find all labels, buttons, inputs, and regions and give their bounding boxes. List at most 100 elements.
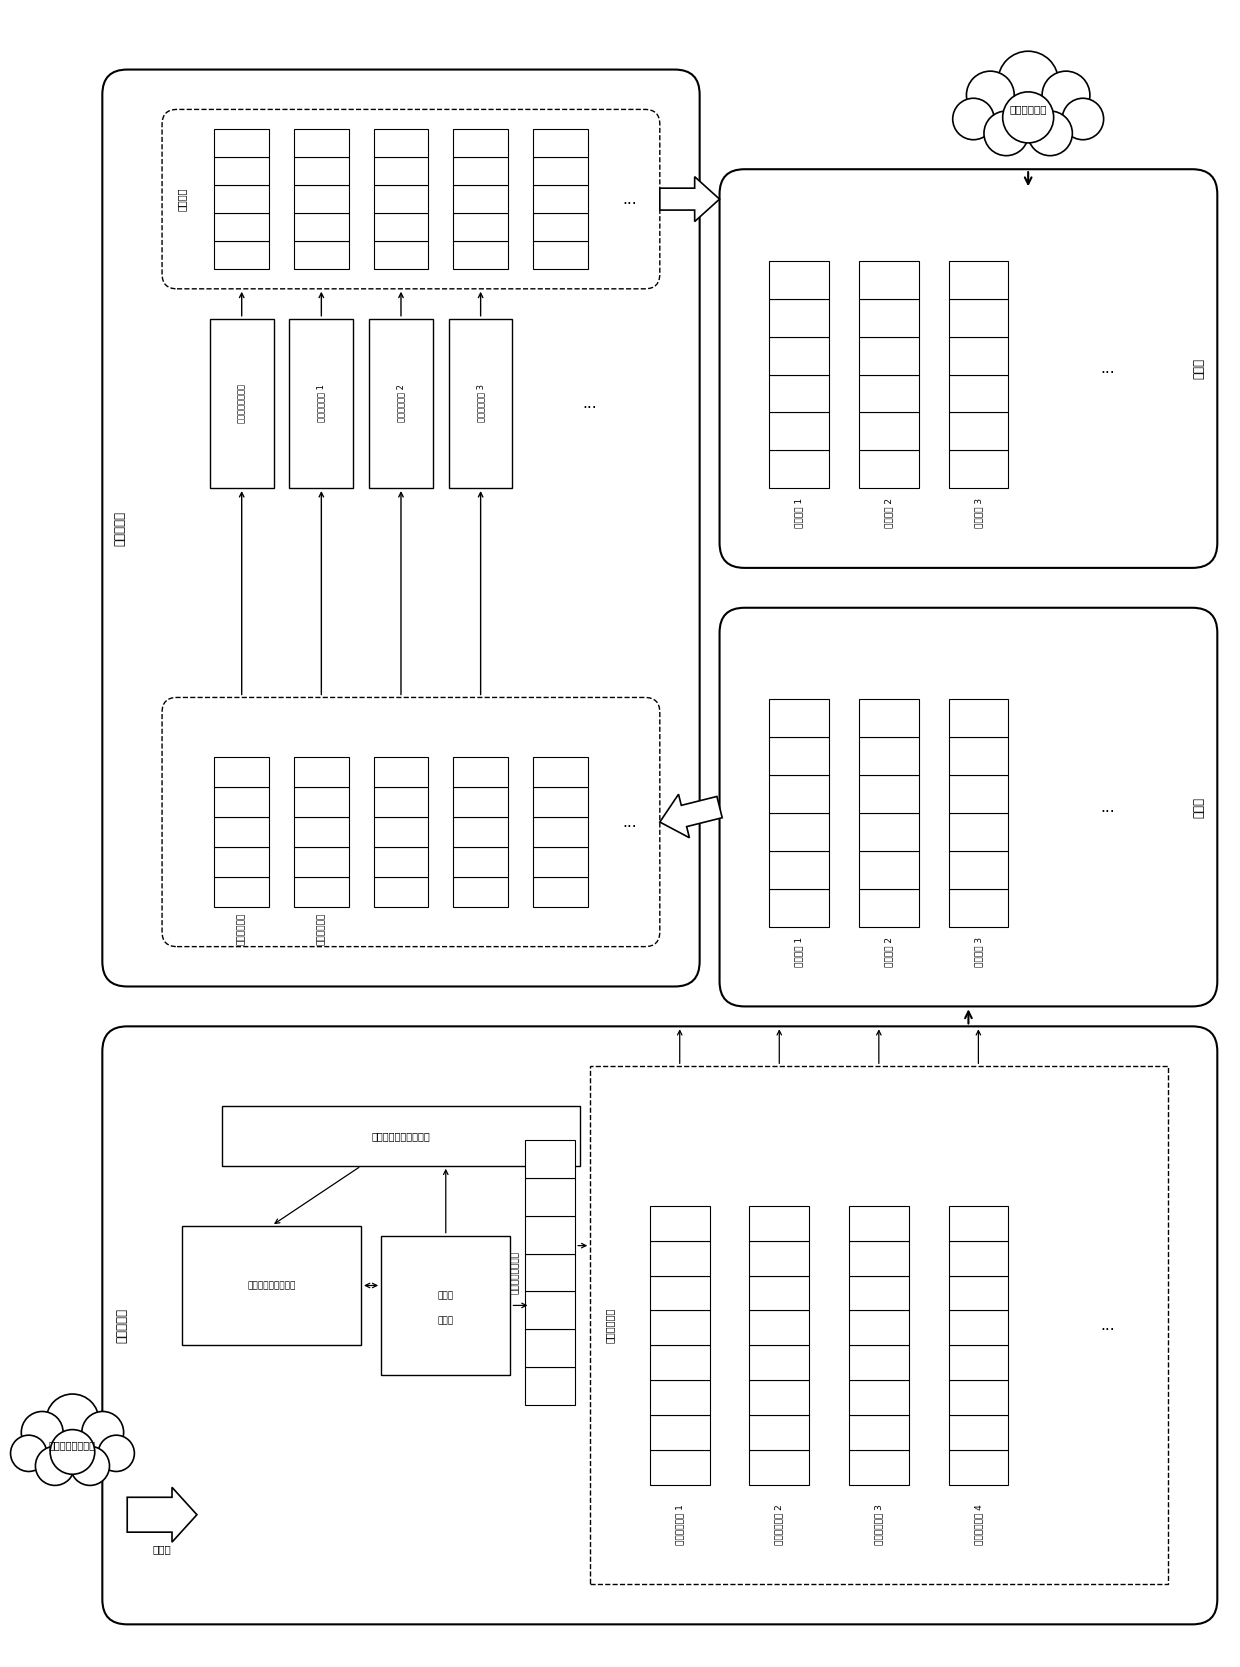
Bar xyxy=(949,298,1008,337)
Bar xyxy=(769,813,830,850)
Text: 待接收套接字队列: 待接收套接字队列 xyxy=(511,1250,520,1294)
Text: 转发层: 转发层 xyxy=(1193,358,1205,378)
Bar xyxy=(215,877,269,907)
Bar xyxy=(373,185,428,213)
Bar xyxy=(454,213,508,242)
Bar xyxy=(650,1345,709,1380)
Bar xyxy=(849,1275,909,1310)
FancyBboxPatch shape xyxy=(719,170,1218,568)
Bar xyxy=(533,130,588,157)
Bar xyxy=(949,850,1008,889)
Text: 应急业务处理线程: 应急业务处理线程 xyxy=(237,383,247,423)
Text: 客户端状态维护线程: 客户端状态维护线程 xyxy=(248,1280,296,1290)
Circle shape xyxy=(71,1447,109,1485)
Circle shape xyxy=(1003,92,1054,143)
Bar xyxy=(769,700,830,737)
Bar xyxy=(949,1345,1008,1380)
Bar xyxy=(949,1415,1008,1450)
Text: ...: ... xyxy=(622,815,637,830)
Circle shape xyxy=(998,52,1059,112)
Bar xyxy=(222,1107,580,1165)
Bar xyxy=(289,318,353,488)
Bar xyxy=(215,242,269,268)
Bar xyxy=(749,1415,810,1450)
Text: 应急任务队列: 应急任务队列 xyxy=(237,912,247,945)
Bar xyxy=(373,213,428,242)
Bar xyxy=(949,375,1008,412)
Bar xyxy=(210,318,274,488)
Bar xyxy=(769,412,830,450)
Bar xyxy=(849,1240,909,1275)
Bar xyxy=(526,1215,575,1254)
Bar xyxy=(749,1380,810,1415)
Bar xyxy=(294,242,348,268)
Bar xyxy=(769,889,830,927)
Bar xyxy=(294,185,348,213)
Bar xyxy=(533,157,588,185)
Bar xyxy=(373,157,428,185)
Bar xyxy=(849,1205,909,1240)
Bar xyxy=(749,1240,810,1275)
Bar xyxy=(373,817,428,847)
Circle shape xyxy=(82,1412,124,1454)
Bar xyxy=(949,889,1008,927)
Bar xyxy=(749,1205,810,1240)
Bar xyxy=(769,298,830,337)
FancyBboxPatch shape xyxy=(719,608,1218,1007)
Bar xyxy=(859,450,919,488)
Bar xyxy=(769,737,830,775)
Circle shape xyxy=(985,112,1028,155)
Text: ...: ... xyxy=(1100,1319,1115,1334)
Bar xyxy=(454,185,508,213)
Text: ...: ... xyxy=(622,192,637,207)
Text: 业务处理层: 业务处理层 xyxy=(114,510,126,545)
Bar xyxy=(949,412,1008,450)
Text: 调度线程 1: 调度线程 1 xyxy=(795,937,804,967)
Bar xyxy=(859,298,919,337)
Bar xyxy=(849,1415,909,1450)
Bar xyxy=(949,1380,1008,1415)
Bar xyxy=(769,775,830,813)
Bar xyxy=(215,157,269,185)
Circle shape xyxy=(36,1447,74,1485)
Circle shape xyxy=(11,1435,47,1472)
Bar xyxy=(454,757,508,787)
Bar xyxy=(294,817,348,847)
Text: 数据接收线程 1: 数据接收线程 1 xyxy=(676,1504,684,1545)
Text: 调度层: 调度层 xyxy=(1193,797,1205,817)
Bar xyxy=(859,375,919,412)
Bar xyxy=(182,1225,361,1345)
Bar xyxy=(454,242,508,268)
Bar xyxy=(533,757,588,787)
Bar xyxy=(294,757,348,787)
Bar xyxy=(650,1380,709,1415)
Bar xyxy=(215,213,269,242)
Bar xyxy=(859,850,919,889)
Bar xyxy=(650,1415,709,1450)
Bar xyxy=(650,1240,709,1275)
Bar xyxy=(294,787,348,817)
Bar xyxy=(650,1450,709,1485)
Bar xyxy=(215,185,269,213)
Bar xyxy=(849,1310,909,1345)
Bar xyxy=(533,213,588,242)
Bar xyxy=(533,242,588,268)
Bar xyxy=(373,757,428,787)
Bar xyxy=(859,775,919,813)
Bar xyxy=(749,1275,810,1310)
Bar xyxy=(949,450,1008,488)
Bar xyxy=(294,157,348,185)
Bar xyxy=(849,1380,909,1415)
Circle shape xyxy=(1063,98,1104,140)
Bar xyxy=(533,847,588,877)
Bar xyxy=(294,847,348,877)
Bar xyxy=(526,1367,575,1405)
Text: ...: ... xyxy=(583,397,598,412)
Text: 业务处理线程 2: 业务处理线程 2 xyxy=(397,385,405,422)
Circle shape xyxy=(50,1430,94,1474)
Bar xyxy=(949,1240,1008,1275)
Circle shape xyxy=(1042,72,1090,118)
Bar xyxy=(650,1275,709,1310)
Bar xyxy=(526,1329,575,1367)
Circle shape xyxy=(98,1435,134,1472)
